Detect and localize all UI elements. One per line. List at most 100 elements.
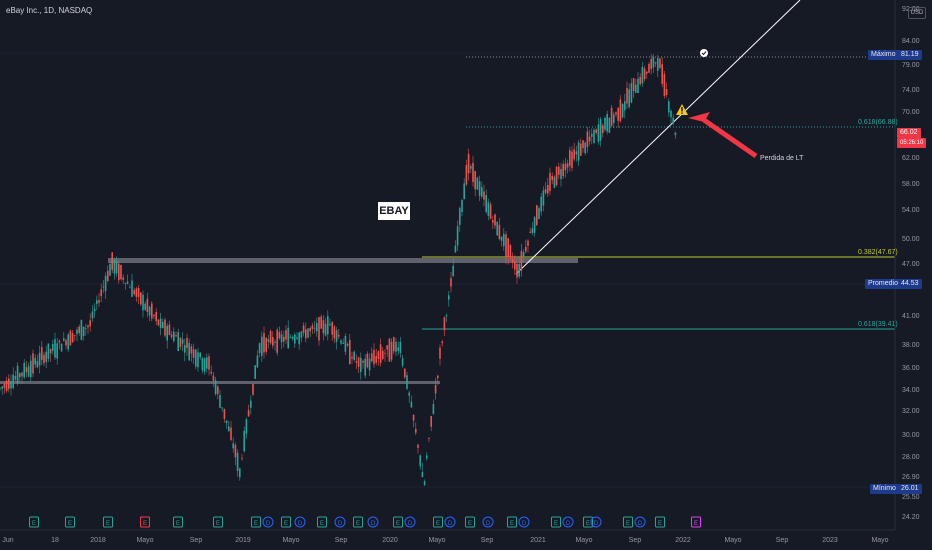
candle-body — [613, 114, 615, 123]
svg-text:D: D — [638, 521, 643, 527]
candle-body — [118, 263, 120, 281]
svg-text:E: E — [284, 521, 288, 527]
event-marker[interactable]: E — [393, 516, 403, 528]
candle-body — [8, 378, 10, 389]
event-marker[interactable]: D — [634, 516, 646, 528]
candle-body — [624, 101, 626, 111]
candle-body — [665, 89, 668, 95]
candle-body — [604, 118, 606, 130]
candle-body — [520, 251, 523, 271]
candle-body — [340, 340, 342, 344]
warning-icon — [676, 104, 688, 115]
candle-body — [102, 286, 105, 288]
candle-body — [434, 385, 437, 394]
candles — [0, 54, 677, 487]
candle-body — [586, 131, 589, 148]
event-marker[interactable]: E — [65, 516, 75, 528]
candle-body — [107, 270, 109, 281]
price-tick: 28.00 — [902, 454, 920, 461]
event-marker[interactable]: E — [623, 516, 633, 528]
event-marker[interactable]: D — [444, 516, 456, 528]
currency-button[interactable]: USD — [908, 7, 926, 19]
candle-body — [230, 427, 232, 440]
candle-body — [536, 205, 538, 225]
event-marker[interactable]: E — [140, 516, 150, 528]
event-marker[interactable]: D — [590, 516, 602, 528]
candle-body — [619, 99, 622, 122]
candle-body — [492, 220, 494, 223]
fib-label-upper: 0.618(66.88) — [858, 119, 898, 126]
candle-body — [307, 328, 309, 338]
candle-body — [571, 151, 573, 169]
event-marker[interactable]: E — [213, 516, 223, 528]
event-marker[interactable]: D — [294, 516, 306, 528]
candle-body — [445, 315, 448, 317]
candle-body — [527, 240, 529, 246]
candle-body — [126, 281, 129, 284]
event-marker[interactable]: E — [691, 516, 701, 528]
fib-label-middle: 0.382(47.67) — [858, 249, 898, 256]
candle-body — [426, 455, 428, 459]
event-marker[interactable]: D — [262, 516, 274, 528]
candle-body — [388, 338, 391, 362]
candle-body — [175, 335, 177, 337]
candle-body — [36, 361, 39, 368]
avg-level-name: Promedio — [865, 279, 901, 289]
candle-body — [483, 191, 485, 200]
event-marker[interactable]: E — [583, 516, 593, 528]
event-marker[interactable]: E — [551, 516, 561, 528]
candle-body — [151, 303, 153, 319]
event-marker[interactable]: E — [507, 516, 517, 528]
event-marker[interactable]: E — [433, 516, 443, 528]
event-marker[interactable]: E — [29, 516, 39, 528]
event-marker[interactable]: E — [353, 516, 363, 528]
candle-body — [379, 344, 382, 363]
event-marker[interactable]: E — [173, 516, 183, 528]
candle-body — [401, 358, 404, 366]
candle-body — [109, 263, 111, 276]
event-marker[interactable]: D — [404, 516, 416, 528]
candle-body — [397, 347, 399, 351]
event-marker[interactable]: D — [518, 516, 530, 528]
candle-body — [503, 233, 505, 247]
candle-body — [82, 326, 85, 336]
candle-body — [630, 83, 633, 103]
event-marker[interactable]: E — [251, 516, 261, 528]
candle-body — [355, 361, 358, 363]
candle-body — [208, 356, 210, 370]
candle-body — [265, 337, 267, 352]
candle-body — [626, 87, 628, 104]
event-marker[interactable]: D — [334, 516, 346, 528]
event-marker[interactable]: E — [465, 516, 475, 528]
candle-body — [507, 238, 509, 258]
event-marker[interactable]: E — [655, 516, 665, 528]
candle-body — [366, 353, 369, 368]
candle-body — [177, 332, 179, 352]
candle-body — [146, 298, 149, 312]
candle-body — [232, 443, 234, 449]
candle-body — [529, 231, 531, 233]
candle-body — [514, 261, 516, 270]
candle-body — [417, 444, 419, 448]
event-marker[interactable]: E — [317, 516, 327, 528]
candle-body — [250, 400, 252, 408]
candle-body — [582, 140, 584, 149]
event-marker[interactable]: D — [482, 516, 494, 528]
candle-body — [214, 380, 217, 395]
svg-text:E: E — [254, 521, 258, 527]
candle-body — [650, 58, 652, 70]
svg-text:E: E — [510, 521, 514, 527]
candle-body — [663, 74, 666, 96]
event-marker[interactable]: D — [562, 516, 574, 528]
candle-body — [162, 321, 164, 328]
candle-body — [219, 395, 221, 408]
candle-body — [470, 166, 472, 169]
candle-body — [564, 163, 567, 171]
candle-body — [115, 261, 118, 274]
event-marker[interactable]: E — [103, 516, 113, 528]
event-marker[interactable]: D — [367, 516, 379, 528]
event-marker[interactable]: E — [281, 516, 291, 528]
candle-body — [148, 306, 151, 316]
time-tick: Sep — [190, 537, 203, 544]
